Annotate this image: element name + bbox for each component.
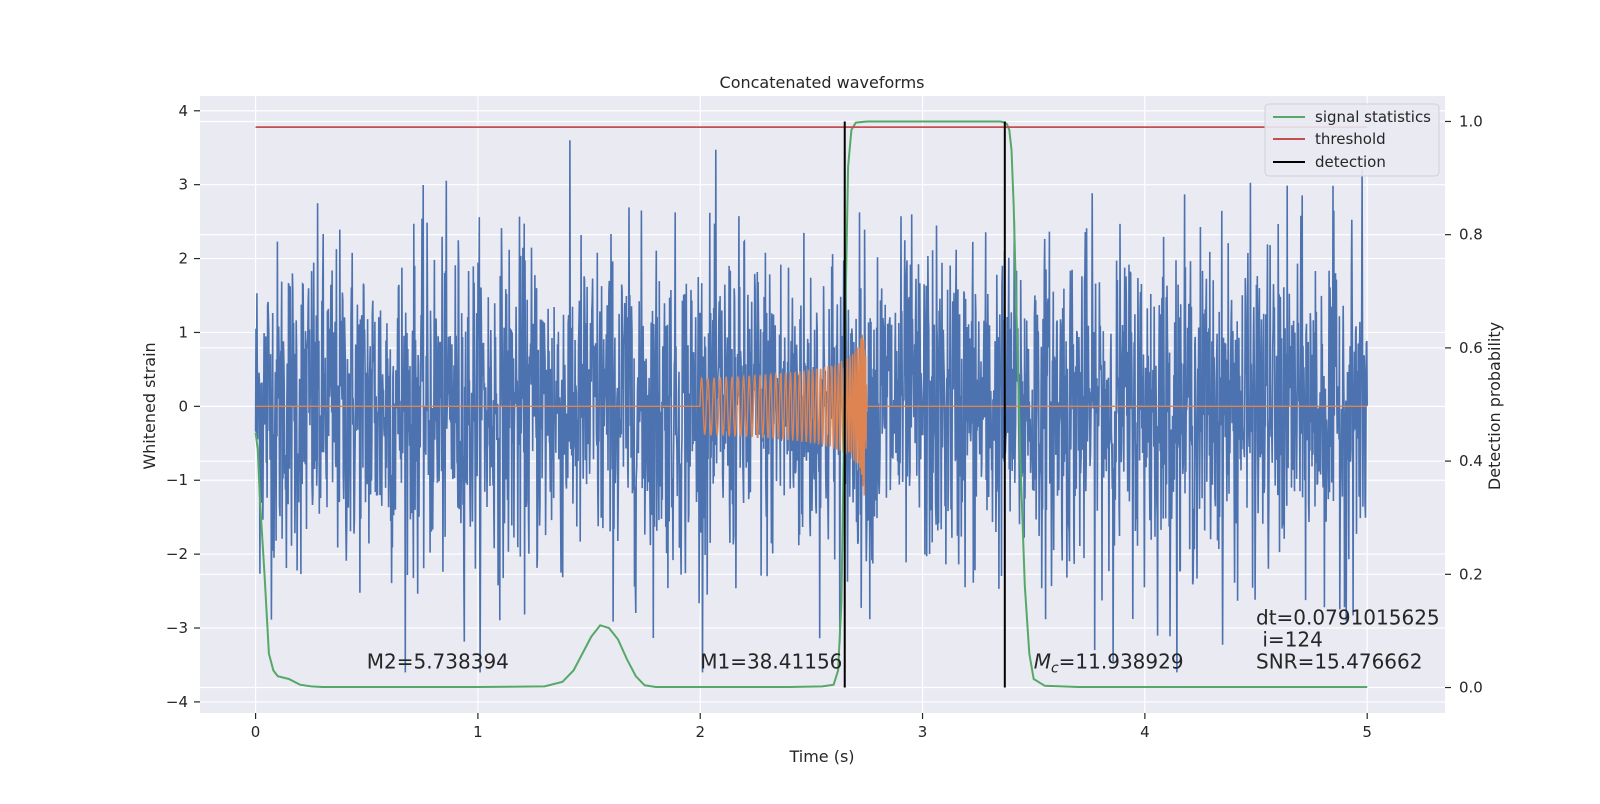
y-tick-label-8: 4	[178, 102, 188, 120]
data-layer	[254, 120, 1368, 688]
y2-tick-label-0: 0.0	[1459, 679, 1483, 697]
chart-title: Concatenated waveforms	[720, 73, 925, 92]
y-tick-label-3: −1	[166, 471, 188, 489]
y-tick-label-2: −2	[166, 545, 188, 563]
legend-label-detection: detection	[1315, 153, 1386, 171]
series-signal-statistics	[254, 120, 1368, 688]
y2-tick-label-1: 0.2	[1459, 565, 1483, 583]
x-tick-label-1: 1	[473, 723, 483, 741]
y-tick-label-7: 3	[178, 176, 188, 194]
legend-label-signal-statistics: signal statistics	[1315, 108, 1431, 126]
annotation-m1: M1=38.41156	[700, 650, 842, 674]
secondary-axis-series	[254, 120, 1368, 688]
y-tick-label-1: −3	[166, 619, 188, 637]
annotation-i: i=124	[1256, 627, 1323, 651]
annotations: M2=5.738394 M1=38.41156 Mc=11.938929 SNR=15…	[367, 605, 1440, 676]
y2-axis-label: Detection probability	[1485, 322, 1504, 490]
x-tick-label-3: 3	[918, 723, 928, 741]
annotation-snr: SNR=15.476662	[1256, 650, 1422, 674]
x-axis-label: Time (s)	[788, 747, 854, 766]
x-tick-label-0: 0	[251, 723, 261, 741]
x-tick-label-5: 5	[1362, 723, 1372, 741]
annotation-dt: dt=0.0791015625	[1256, 605, 1440, 629]
series-waveform	[255, 334, 1368, 496]
y-tick-label-0: −4	[166, 693, 188, 711]
x-tick-label-2: 2	[695, 723, 705, 741]
y2-tick-label-3: 0.6	[1459, 339, 1483, 357]
y-axis-label: Whitened strain	[140, 342, 159, 469]
axis-ticks: 0 1 2 3 4 5 −4 −3 −2 −1 0 1 2 3 4 0.0 0.2 0.4 0.6 0.8 1.0	[166, 102, 1483, 741]
legend-box	[1264, 103, 1440, 177]
legend: signal statistics threshold detection	[1264, 103, 1440, 177]
y2-tick-label-5: 1.0	[1459, 112, 1483, 130]
y-tick-label-5: 1	[178, 323, 188, 341]
annotation-mc: Mc=11.938929	[1034, 650, 1184, 677]
annotation-m2: M2=5.738394	[367, 650, 509, 674]
x-tick-label-4: 4	[1140, 723, 1150, 741]
legend-label-threshold: threshold	[1315, 130, 1386, 148]
y-tick-label-4: 0	[178, 397, 188, 415]
y2-tick-label-2: 0.4	[1459, 452, 1483, 470]
y2-tick-label-4: 0.8	[1459, 226, 1483, 244]
y-tick-label-6: 2	[178, 250, 188, 268]
